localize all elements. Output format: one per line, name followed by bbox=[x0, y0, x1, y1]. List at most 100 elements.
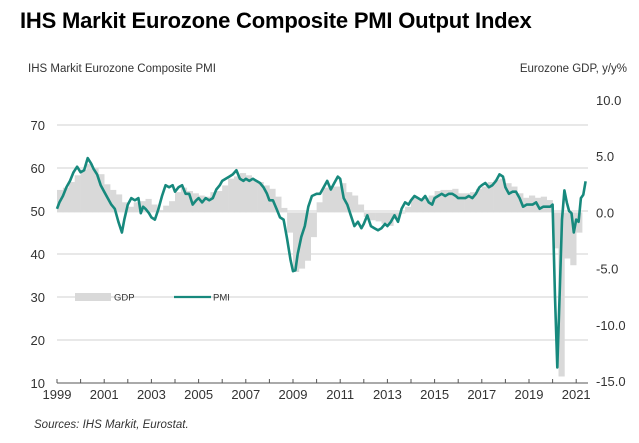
x-tick-label: 1999 bbox=[43, 387, 72, 402]
y-tick-label-left: 40 bbox=[31, 247, 45, 262]
gdp-bar bbox=[381, 212, 388, 224]
gdp-bar bbox=[204, 196, 211, 213]
gdp-bar bbox=[251, 180, 258, 213]
tick-labels: 1999 2001 2003 2005 2007 2009 2011 2013 2015 2017… bbox=[31, 93, 626, 402]
gdp-bar bbox=[116, 194, 123, 213]
gdp-bar bbox=[239, 173, 247, 213]
x-tick-label: 2017 bbox=[467, 387, 496, 402]
gdp-bar bbox=[357, 204, 365, 213]
x-tick-label: 2001 bbox=[90, 387, 119, 402]
gdp-bars bbox=[57, 164, 583, 377]
gdp-bar bbox=[446, 189, 453, 213]
gdp-bar bbox=[74, 175, 81, 213]
gdp-bar bbox=[68, 182, 75, 213]
legend-gdp-swatch bbox=[75, 293, 111, 301]
gdp-bar bbox=[234, 176, 241, 213]
gdp-bar bbox=[422, 197, 429, 213]
gdp-bar bbox=[487, 182, 494, 213]
gdp-bar bbox=[334, 186, 341, 213]
y-tick-label-left: 70 bbox=[31, 118, 45, 133]
x-tick-label: 2005 bbox=[184, 387, 213, 402]
gdp-bar bbox=[175, 192, 182, 213]
gdp-bar bbox=[316, 202, 323, 213]
gdp-bar bbox=[298, 212, 306, 269]
gdp-bar bbox=[163, 205, 170, 213]
gdp-bar bbox=[440, 189, 447, 213]
gdp-bar bbox=[369, 212, 376, 221]
gdp-bar bbox=[387, 212, 394, 226]
gdp-bar bbox=[127, 206, 134, 213]
gdp-bar bbox=[434, 191, 441, 213]
gdp-bar bbox=[399, 212, 406, 214]
gdp-bar bbox=[416, 198, 424, 213]
gdp-bar bbox=[411, 197, 418, 213]
y-tick-label-right: -15.0 bbox=[596, 374, 626, 389]
x-tick-label: 2019 bbox=[515, 387, 544, 402]
gdp-bar bbox=[505, 183, 512, 213]
gdp-bar bbox=[133, 202, 140, 213]
gdp-bar bbox=[293, 212, 300, 272]
gdp-bar bbox=[405, 206, 412, 213]
gdp-bar bbox=[287, 212, 294, 233]
gdp-bar bbox=[475, 188, 483, 213]
gdp-bar bbox=[257, 182, 264, 213]
right-axis-title: Eurozone GDP, y/y% bbox=[519, 63, 627, 75]
y-tick-label-right: -10.0 bbox=[596, 318, 626, 333]
y-tick-label-left: 20 bbox=[31, 333, 45, 348]
gdp-bar bbox=[452, 188, 459, 213]
gdp-bar bbox=[228, 178, 235, 213]
gdp-bar bbox=[92, 167, 99, 213]
x-tick-label: 2009 bbox=[279, 387, 308, 402]
x-tick-label: 2015 bbox=[420, 387, 449, 402]
gdp-bar bbox=[352, 195, 359, 213]
gdp-bar bbox=[121, 202, 129, 213]
gdp-bar bbox=[322, 187, 329, 213]
gdp-bar bbox=[275, 196, 282, 213]
y-tick-label-right: 5.0 bbox=[596, 149, 614, 164]
gdp-bar bbox=[470, 192, 477, 213]
gdp-bar bbox=[570, 212, 577, 266]
gdp-bar bbox=[110, 189, 117, 213]
gdp-bar bbox=[558, 212, 565, 377]
x-axis bbox=[56, 379, 588, 384]
legend: GDP PMI bbox=[75, 293, 230, 304]
x-tick-label: 2013 bbox=[373, 387, 402, 402]
gdp-bar bbox=[564, 212, 571, 259]
gdp-bar bbox=[310, 212, 317, 238]
gridlines bbox=[57, 124, 588, 341]
y-tick-label-left: 10 bbox=[31, 376, 45, 391]
gdp-bar bbox=[169, 201, 176, 213]
source-note: Sources: IHS Markit, Eurostat. bbox=[34, 419, 189, 431]
gdp-bar bbox=[198, 195, 205, 213]
gdp-bar bbox=[499, 178, 506, 213]
gdp-bar bbox=[552, 212, 559, 249]
y-tick-label-left: 50 bbox=[31, 204, 45, 219]
gdp-bar bbox=[375, 212, 382, 222]
legend-pmi-label: PMI bbox=[213, 293, 230, 304]
x-tick-label: 2011 bbox=[326, 387, 354, 402]
gdp-bar bbox=[393, 212, 400, 220]
gdp-bar bbox=[180, 187, 188, 213]
gdp-bar bbox=[157, 210, 164, 213]
gdp-bar bbox=[511, 186, 518, 213]
gdp-bar bbox=[151, 204, 158, 213]
gdp-bar bbox=[62, 187, 70, 213]
gdp-bar bbox=[80, 169, 87, 213]
left-axis-title: IHS Markit Eurozone Composite PMI bbox=[28, 63, 216, 75]
chart-title: IHS Markit Eurozone Composite PMI Output… bbox=[20, 8, 532, 33]
gdp-bar bbox=[281, 207, 288, 213]
y-tick-label-left: 30 bbox=[31, 290, 45, 305]
x-tick-label: 2003 bbox=[137, 387, 166, 402]
y-tick-label-right: -5.0 bbox=[596, 262, 618, 277]
gdp-bar bbox=[458, 193, 465, 213]
y-tick-label-right: 10.0 bbox=[596, 93, 621, 108]
gdp-bar bbox=[222, 185, 229, 213]
gdp-bar bbox=[481, 186, 488, 213]
x-tick-label: 2007 bbox=[231, 387, 260, 402]
gdp-bar bbox=[304, 212, 311, 261]
gdp-bar bbox=[210, 192, 217, 213]
gdp-bar bbox=[464, 193, 471, 213]
gdp-bar bbox=[245, 175, 252, 213]
gdp-bar bbox=[346, 192, 353, 213]
